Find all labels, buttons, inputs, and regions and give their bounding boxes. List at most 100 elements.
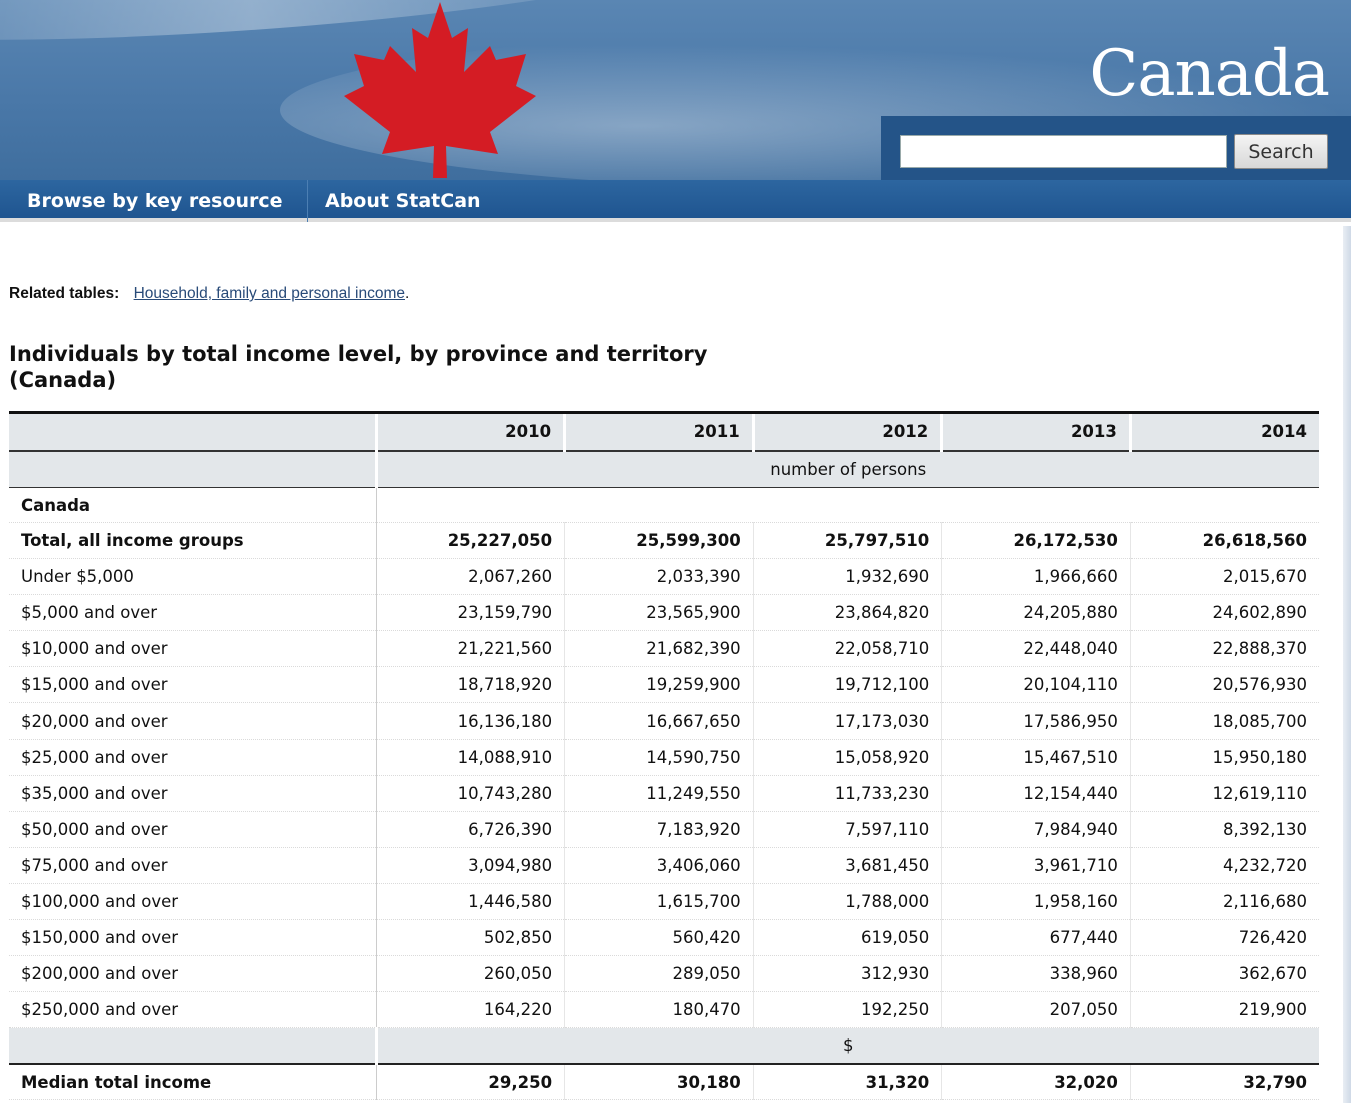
- value-cell: 22,448,040: [941, 630, 1131, 668]
- value-cell: 502,850: [375, 919, 565, 957]
- scrollbar-gutter: [1343, 226, 1351, 1103]
- value-cell: 192,250: [752, 991, 942, 1029]
- value-cell: 2,033,390: [564, 558, 754, 596]
- table-row: $5,000 and over 23,159,790 23,565,900 23,86…: [9, 594, 1319, 632]
- value-cell: 32,020: [941, 1063, 1131, 1101]
- value-cell: 32,790: [1129, 1063, 1319, 1101]
- value-cell: 23,864,820: [752, 594, 942, 632]
- value-cell: 29,250: [375, 1063, 565, 1101]
- value-cell: 726,420: [1129, 919, 1319, 957]
- value-cell: 26,172,530: [941, 522, 1131, 560]
- row-label: $250,000 and over: [9, 991, 377, 1029]
- header-banner: Canada: [0, 0, 1351, 180]
- value-cell: 619,050: [752, 919, 942, 957]
- value-cell: 24,205,880: [941, 594, 1131, 632]
- nav-browse-key-resource[interactable]: Browse by key resource: [10, 180, 308, 222]
- value-cell: 18,718,920: [375, 666, 565, 704]
- row-label: $15,000 and over: [9, 666, 377, 704]
- group-blank: [375, 487, 1319, 523]
- value-cell: 22,058,710: [752, 630, 942, 668]
- row-label: Total, all income groups: [9, 522, 377, 560]
- corner-cell: [9, 411, 376, 452]
- value-cell: 1,788,000: [752, 883, 942, 921]
- group-label: Canada: [9, 487, 377, 523]
- row-label: $20,000 and over: [9, 702, 377, 740]
- value-cell: 1,615,700: [564, 883, 754, 921]
- value-cell: 24,602,890: [1129, 594, 1319, 632]
- value-cell: 260,050: [375, 955, 565, 993]
- table-row: $20,000 and over 16,136,180 16,667,650 17,1…: [9, 702, 1319, 740]
- value-cell: 8,392,130: [1129, 811, 1319, 848]
- value-cell: 289,050: [564, 955, 754, 993]
- value-cell: 18,085,700: [1129, 702, 1319, 740]
- search-button[interactable]: Search: [1234, 134, 1328, 169]
- table-row: Under $5,000 2,067,260 2,033,390 1,932,690 1…: [9, 558, 1319, 596]
- value-cell: 219,900: [1129, 991, 1319, 1029]
- value-cell: 19,259,900: [564, 666, 754, 704]
- value-cell: 25,227,050: [375, 522, 565, 560]
- nav-about-statcan[interactable]: About StatCan: [325, 190, 481, 212]
- year-header: 2010: [374, 411, 565, 452]
- related-table-link[interactable]: Household, family and personal income: [133, 285, 405, 302]
- value-cell: 30,180: [564, 1063, 754, 1101]
- value-cell: 15,058,920: [752, 739, 942, 776]
- value-cell: 15,950,180: [1129, 739, 1319, 776]
- value-cell: 25,797,510: [752, 522, 942, 560]
- unit-label: number of persons: [374, 450, 1319, 488]
- unit-corner: [9, 450, 376, 488]
- table-row: $75,000 and over 3,094,980 3,406,060 3,681,…: [9, 847, 1319, 884]
- value-cell: 1,446,580: [375, 883, 565, 921]
- value-cell: 14,088,910: [375, 739, 565, 776]
- value-cell: 11,733,230: [752, 775, 942, 812]
- search-input[interactable]: [900, 135, 1227, 168]
- value-cell: 362,670: [1129, 955, 1319, 993]
- value-cell: 11,249,550: [564, 775, 754, 812]
- value-cell: 1,958,160: [941, 883, 1131, 921]
- year-header: 2011: [563, 411, 754, 452]
- row-label: $50,000 and over: [9, 811, 377, 848]
- value-cell: 7,984,940: [941, 811, 1131, 848]
- row-label: Under $5,000: [9, 558, 377, 596]
- value-cell: 7,597,110: [752, 811, 942, 848]
- table-row: $35,000 and over 10,743,280 11,249,550 11,7…: [9, 775, 1319, 812]
- value-cell: 10,743,280: [375, 775, 565, 812]
- table-row: $50,000 and over 6,726,390 7,183,920 7,597,…: [9, 811, 1319, 848]
- page-title: Individuals by total income level, by pr…: [9, 342, 708, 392]
- unit-row: number of persons: [9, 450, 1319, 488]
- value-cell: 14,590,750: [564, 739, 754, 776]
- value-cell: 16,136,180: [375, 702, 565, 740]
- median-row: Median total income 29,250 30,180 31,320 32,…: [9, 1063, 1319, 1101]
- related-suffix: .: [404, 285, 410, 302]
- value-cell: 31,320: [752, 1063, 942, 1101]
- unit-label: $: [374, 1027, 1319, 1065]
- value-cell: 3,094,980: [375, 847, 565, 884]
- year-header: 2012: [751, 411, 942, 452]
- table-row: $25,000 and over 14,088,910 14,590,750 15,0…: [9, 739, 1319, 776]
- main-nav: Browse by key resource About StatCan: [0, 180, 1351, 222]
- row-label: $75,000 and over: [9, 847, 377, 884]
- year-header: 2014: [1128, 411, 1319, 452]
- unit-row-dollars: $: [9, 1027, 1319, 1065]
- maple-leaf-icon: [344, 2, 536, 178]
- row-label: $10,000 and over: [9, 630, 377, 668]
- related-tables-label: Related tables:: [9, 285, 120, 302]
- value-cell: 12,154,440: [941, 775, 1131, 812]
- table-row: Total, all income groups 25,227,050 25,599…: [9, 522, 1319, 560]
- value-cell: 23,565,900: [564, 594, 754, 632]
- value-cell: 164,220: [375, 991, 565, 1029]
- value-cell: 4,232,720: [1129, 847, 1319, 884]
- table-row: $200,000 and over 260,050 289,050 312,930 33…: [9, 955, 1319, 993]
- value-cell: 560,420: [564, 919, 754, 957]
- value-cell: 12,619,110: [1129, 775, 1319, 812]
- year-header: 2013: [940, 411, 1131, 452]
- value-cell: 677,440: [941, 919, 1131, 957]
- value-cell: 23,159,790: [375, 594, 565, 632]
- row-label: $35,000 and over: [9, 775, 377, 812]
- value-cell: 3,406,060: [564, 847, 754, 884]
- year-header-row: 2010 2011 2012 2013 2014: [9, 411, 1319, 452]
- row-label: $150,000 and over: [9, 919, 377, 957]
- value-cell: 180,470: [564, 991, 754, 1029]
- row-label: Median total income: [9, 1063, 377, 1101]
- value-cell: 19,712,100: [752, 666, 942, 704]
- value-cell: 1,932,690: [752, 558, 942, 596]
